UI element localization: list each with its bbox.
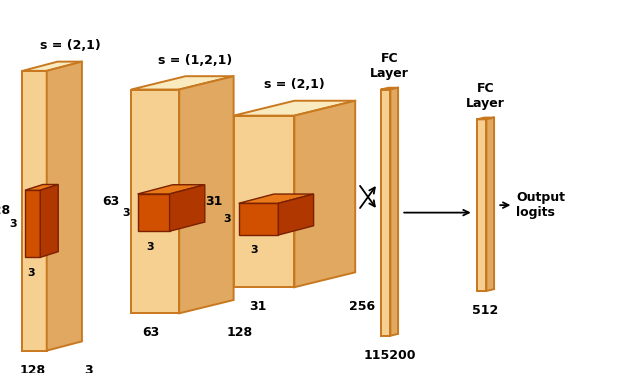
Polygon shape [294, 101, 355, 287]
Text: 3: 3 [147, 242, 154, 252]
Polygon shape [47, 62, 82, 351]
Text: 128: 128 [19, 364, 45, 373]
Text: 256: 256 [349, 300, 374, 313]
Polygon shape [131, 90, 179, 313]
Polygon shape [25, 185, 58, 190]
Polygon shape [234, 101, 355, 116]
Text: 128: 128 [227, 326, 253, 339]
Polygon shape [486, 117, 494, 291]
Text: 63: 63 [142, 326, 159, 339]
Text: 128: 128 [0, 204, 11, 217]
Polygon shape [138, 185, 205, 194]
Polygon shape [239, 203, 278, 235]
Text: 3: 3 [84, 364, 93, 373]
Polygon shape [234, 116, 294, 287]
Polygon shape [138, 194, 170, 231]
Text: s = (2,1): s = (2,1) [40, 39, 100, 52]
Polygon shape [381, 90, 390, 336]
Polygon shape [381, 88, 398, 90]
Polygon shape [179, 76, 234, 313]
Polygon shape [22, 62, 82, 71]
Polygon shape [131, 76, 234, 90]
Polygon shape [239, 194, 314, 203]
Text: 63: 63 [102, 195, 120, 208]
Text: 3: 3 [28, 268, 35, 278]
Polygon shape [390, 88, 398, 336]
Polygon shape [170, 185, 205, 231]
Text: 115200: 115200 [363, 349, 416, 362]
Polygon shape [278, 194, 314, 235]
Polygon shape [22, 71, 47, 351]
Text: FC
Layer: FC Layer [466, 82, 505, 110]
Text: 3: 3 [122, 208, 130, 217]
Text: s = (2,1): s = (2,1) [264, 78, 324, 91]
Polygon shape [25, 190, 40, 257]
Text: 3: 3 [10, 219, 17, 229]
Polygon shape [40, 185, 58, 257]
Text: 31: 31 [205, 195, 222, 208]
Text: FC
Layer: FC Layer [370, 52, 409, 80]
Text: s = (1,2,1): s = (1,2,1) [159, 54, 233, 67]
Text: 3: 3 [251, 245, 259, 256]
Text: 31: 31 [249, 300, 267, 313]
Polygon shape [477, 117, 494, 119]
Text: 512: 512 [472, 304, 499, 317]
Text: Output
logits: Output logits [516, 191, 566, 219]
Polygon shape [477, 119, 486, 291]
Text: 3: 3 [223, 214, 231, 224]
